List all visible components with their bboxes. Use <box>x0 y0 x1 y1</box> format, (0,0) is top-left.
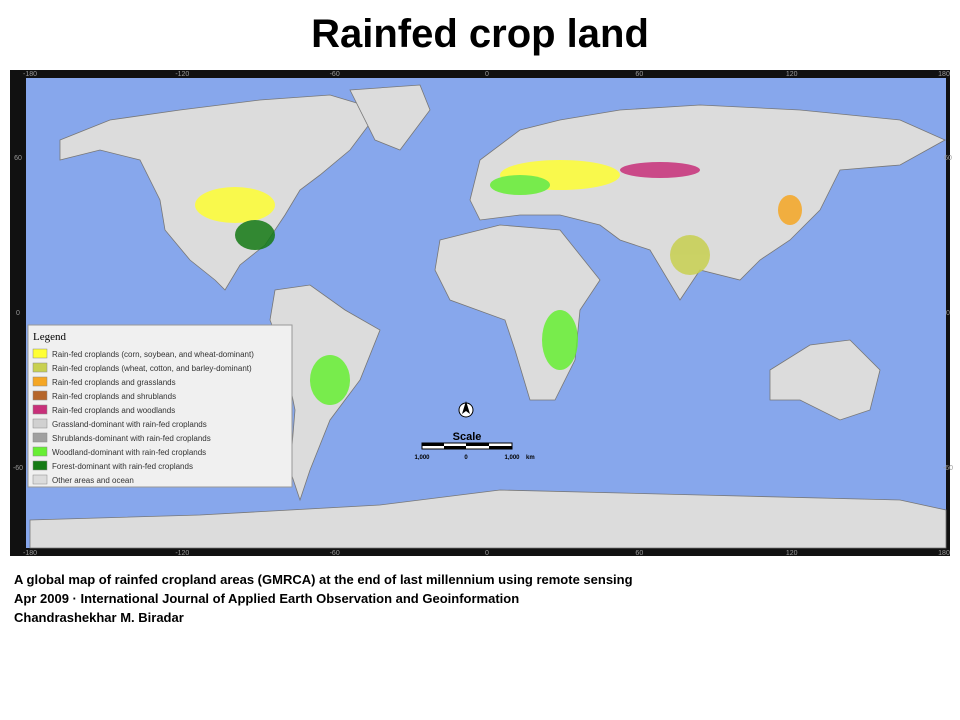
title: Rainfed crop land <box>311 12 649 56</box>
caption-line: Chandrashekhar M. Biradar <box>14 610 184 625</box>
lon-label: 120 <box>786 71 798 78</box>
north-arrow <box>458 401 474 418</box>
legend-swatch <box>32 376 48 387</box>
legend-swatch <box>32 460 48 471</box>
lon-label: 120 <box>786 550 798 557</box>
legend-swatch <box>32 432 48 443</box>
lat-label: 0 <box>946 310 950 317</box>
scale-label: 1,000 <box>414 455 430 461</box>
lon-label: -120 <box>175 71 189 78</box>
lon-label: -180 <box>23 550 37 557</box>
lon-label: 180 <box>938 550 950 557</box>
legend-swatch <box>32 474 48 485</box>
lon-label: -180 <box>23 71 37 78</box>
scale-label: 1,000 <box>504 455 520 461</box>
lon-label: 0 <box>485 550 489 557</box>
legend-box <box>27 324 293 488</box>
lat-label: 60 <box>14 155 22 162</box>
lon-label: 0 <box>485 71 489 78</box>
lon-label: 60 <box>635 71 643 78</box>
legend-swatch <box>32 404 48 415</box>
legend-swatch <box>32 418 48 429</box>
legend-title: Legend <box>33 331 66 343</box>
lat-label: 60 <box>944 155 952 162</box>
lat-label: -60 <box>943 465 953 472</box>
legend-label: Rain-fed croplands and shrublands <box>52 392 176 401</box>
lon-label: -60 <box>330 71 340 78</box>
caption-line: Apr 2009 · International Journal of Appl… <box>14 591 520 606</box>
legend-label: Other areas and ocean <box>52 476 134 485</box>
legend-label: Woodland-dominant with rain-fed cropland… <box>52 448 206 457</box>
scale-unit: km <box>526 455 535 461</box>
scale-title: Scale <box>453 431 482 443</box>
legend-label: Forest-dominant with rain-fed croplands <box>52 462 193 471</box>
legend-swatch <box>32 362 48 373</box>
legend-label: Rain-fed croplands (corn, soybean, and w… <box>52 350 254 359</box>
legend-label: Rain-fed croplands and grasslands <box>52 378 176 387</box>
scale-label: 0 <box>464 455 468 461</box>
lon-label: 180 <box>938 71 950 78</box>
legend-label: Grassland-dominant with rain-fed croplan… <box>52 420 207 429</box>
crop-patches <box>195 160 802 405</box>
legend-swatch <box>32 446 48 457</box>
lon-label: -60 <box>330 550 340 557</box>
legend-label: Rain-fed croplands (wheat, cotton, and b… <box>52 364 252 373</box>
map: -180 -180 -120 -120 -60 -60 0 0 60 60 120 120 180 180… <box>10 70 953 557</box>
lat-label: 0 <box>16 310 20 317</box>
lat-label: -60 <box>13 465 23 472</box>
scale-bar <box>421 442 513 450</box>
lon-label: 60 <box>635 550 643 557</box>
legend-swatch <box>32 390 48 401</box>
legend-label: Shrublands-dominant with rain-fed cropla… <box>52 434 211 443</box>
lon-label: -120 <box>175 550 189 557</box>
legend-label: Rain-fed croplands and woodlands <box>52 406 175 415</box>
caption-line: A global map of rainfed cropland areas (… <box>14 572 633 587</box>
legend-swatch <box>32 348 48 359</box>
